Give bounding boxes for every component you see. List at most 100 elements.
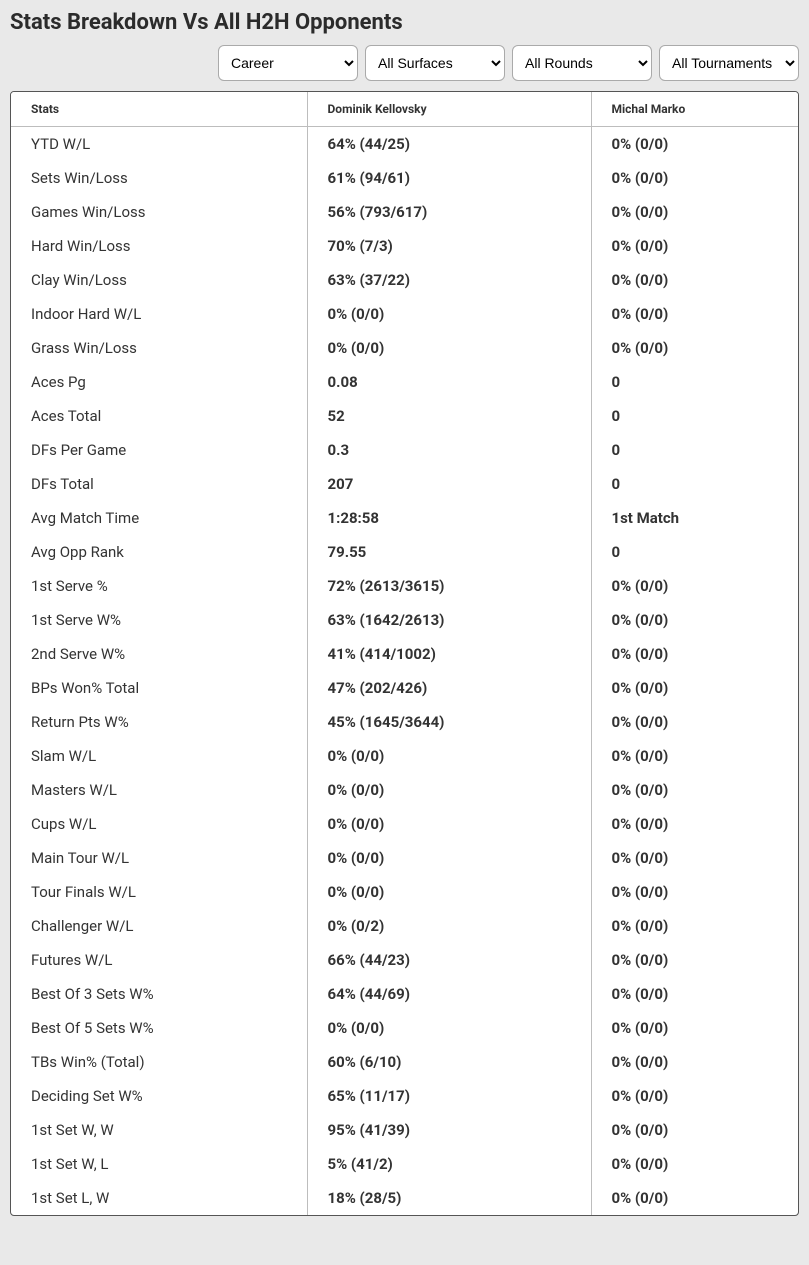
player2-value: 0% (0/0) <box>591 977 798 1011</box>
table-row: Challenger W/L0% (0/2)0% (0/0) <box>11 909 798 943</box>
table-row: 1st Set W, W95% (41/39)0% (0/0) <box>11 1113 798 1147</box>
player1-value: 0% (0/0) <box>307 773 591 807</box>
player2-value: 0% (0/0) <box>591 229 798 263</box>
player2-value: 0% (0/0) <box>591 127 798 162</box>
table-row: TBs Win% (Total)60% (6/10)0% (0/0) <box>11 1045 798 1079</box>
stat-label: TBs Win% (Total) <box>11 1045 307 1079</box>
player1-value: 0% (0/0) <box>307 875 591 909</box>
player1-value: 45% (1645/3644) <box>307 705 591 739</box>
table-row: Return Pts W%45% (1645/3644)0% (0/0) <box>11 705 798 739</box>
player1-value: 1:28:58 <box>307 501 591 535</box>
player1-value: 41% (414/1002) <box>307 637 591 671</box>
table-row: Best Of 5 Sets W%0% (0/0)0% (0/0) <box>11 1011 798 1045</box>
table-row: Games Win/Loss56% (793/617)0% (0/0) <box>11 195 798 229</box>
player2-value: 1st Match <box>591 501 798 535</box>
player1-value: 18% (28/5) <box>307 1181 591 1215</box>
col-header-player2: Michal Marko <box>591 92 798 127</box>
player2-value: 0% (0/0) <box>591 331 798 365</box>
stat-label: Cups W/L <box>11 807 307 841</box>
stat-label: Avg Match Time <box>11 501 307 535</box>
player2-value: 0 <box>591 365 798 399</box>
table-row: Aces Total520 <box>11 399 798 433</box>
stat-label: DFs Total <box>11 467 307 501</box>
table-row: Sets Win/Loss61% (94/61)0% (0/0) <box>11 161 798 195</box>
stat-label: 1st Set L, W <box>11 1181 307 1215</box>
table-row: 1st Set L, W18% (28/5)0% (0/0) <box>11 1181 798 1215</box>
player2-value: 0% (0/0) <box>591 909 798 943</box>
stat-label: Grass Win/Loss <box>11 331 307 365</box>
player2-value: 0% (0/0) <box>591 773 798 807</box>
stat-label: Avg Opp Rank <box>11 535 307 569</box>
table-row: Futures W/L66% (44/23)0% (0/0) <box>11 943 798 977</box>
player2-value: 0 <box>591 467 798 501</box>
table-row: 1st Serve %72% (2613/3615)0% (0/0) <box>11 569 798 603</box>
player2-value: 0% (0/0) <box>591 161 798 195</box>
player2-value: 0% (0/0) <box>591 875 798 909</box>
player2-value: 0% (0/0) <box>591 739 798 773</box>
player1-value: 66% (44/23) <box>307 943 591 977</box>
player2-value: 0% (0/0) <box>591 637 798 671</box>
player1-value: 64% (44/69) <box>307 977 591 1011</box>
player2-value: 0 <box>591 535 798 569</box>
stat-label: Hard Win/Loss <box>11 229 307 263</box>
player1-value: 0% (0/0) <box>307 841 591 875</box>
stat-label: 1st Set W, W <box>11 1113 307 1147</box>
player2-value: 0% (0/0) <box>591 1079 798 1113</box>
stat-label: Sets Win/Loss <box>11 161 307 195</box>
page-title: Stats Breakdown Vs All H2H Opponents <box>10 10 799 35</box>
tournaments-select[interactable]: All Tournaments <box>659 45 799 81</box>
table-row: Deciding Set W%65% (11/17)0% (0/0) <box>11 1079 798 1113</box>
player2-value: 0% (0/0) <box>591 1011 798 1045</box>
player2-value: 0% (0/0) <box>591 841 798 875</box>
player2-value: 0% (0/0) <box>591 195 798 229</box>
stat-label: Best Of 5 Sets W% <box>11 1011 307 1045</box>
player1-value: 0% (0/0) <box>307 297 591 331</box>
stats-breakdown-panel: Stats Breakdown Vs All H2H Opponents Car… <box>0 0 809 1226</box>
stat-label: Aces Total <box>11 399 307 433</box>
stat-label: Return Pts W% <box>11 705 307 739</box>
table-row: Clay Win/Loss63% (37/22)0% (0/0) <box>11 263 798 297</box>
player2-value: 0% (0/0) <box>591 943 798 977</box>
stat-label: Slam W/L <box>11 739 307 773</box>
player1-value: 0% (0/0) <box>307 739 591 773</box>
stat-label: Tour Finals W/L <box>11 875 307 909</box>
player2-value: 0% (0/0) <box>591 1181 798 1215</box>
table-row: Indoor Hard W/L0% (0/0)0% (0/0) <box>11 297 798 331</box>
player2-value: 0% (0/0) <box>591 569 798 603</box>
stat-label: 1st Set W, L <box>11 1147 307 1181</box>
stat-label: YTD W/L <box>11 127 307 162</box>
player1-value: 52 <box>307 399 591 433</box>
player1-value: 63% (37/22) <box>307 263 591 297</box>
player2-value: 0% (0/0) <box>591 1147 798 1181</box>
stats-table-wrap: Stats Dominik Kellovsky Michal Marko YTD… <box>10 91 799 1216</box>
player1-value: 5% (41/2) <box>307 1147 591 1181</box>
player1-value: 72% (2613/3615) <box>307 569 591 603</box>
table-row: Avg Opp Rank79.550 <box>11 535 798 569</box>
col-header-player1: Dominik Kellovsky <box>307 92 591 127</box>
table-row: Tour Finals W/L0% (0/0)0% (0/0) <box>11 875 798 909</box>
player2-value: 0% (0/0) <box>591 603 798 637</box>
table-row: 2nd Serve W%41% (414/1002)0% (0/0) <box>11 637 798 671</box>
stats-table: Stats Dominik Kellovsky Michal Marko YTD… <box>11 92 798 1215</box>
player1-value: 63% (1642/2613) <box>307 603 591 637</box>
player2-value: 0% (0/0) <box>591 671 798 705</box>
player2-value: 0% (0/0) <box>591 263 798 297</box>
stat-label: Masters W/L <box>11 773 307 807</box>
table-row: Aces Pg0.080 <box>11 365 798 399</box>
player1-value: 56% (793/617) <box>307 195 591 229</box>
player1-value: 207 <box>307 467 591 501</box>
player2-value: 0% (0/0) <box>591 297 798 331</box>
table-header-row: Stats Dominik Kellovsky Michal Marko <box>11 92 798 127</box>
stat-label: 1st Serve % <box>11 569 307 603</box>
career-select[interactable]: Career <box>218 45 358 81</box>
player2-value: 0% (0/0) <box>591 705 798 739</box>
rounds-select[interactable]: All Rounds <box>512 45 652 81</box>
table-row: DFs Total2070 <box>11 467 798 501</box>
stat-label: Indoor Hard W/L <box>11 297 307 331</box>
player1-value: 0% (0/0) <box>307 807 591 841</box>
player1-value: 60% (6/10) <box>307 1045 591 1079</box>
surfaces-select[interactable]: All Surfaces <box>365 45 505 81</box>
player1-value: 95% (41/39) <box>307 1113 591 1147</box>
player1-value: 64% (44/25) <box>307 127 591 162</box>
player2-value: 0% (0/0) <box>591 807 798 841</box>
